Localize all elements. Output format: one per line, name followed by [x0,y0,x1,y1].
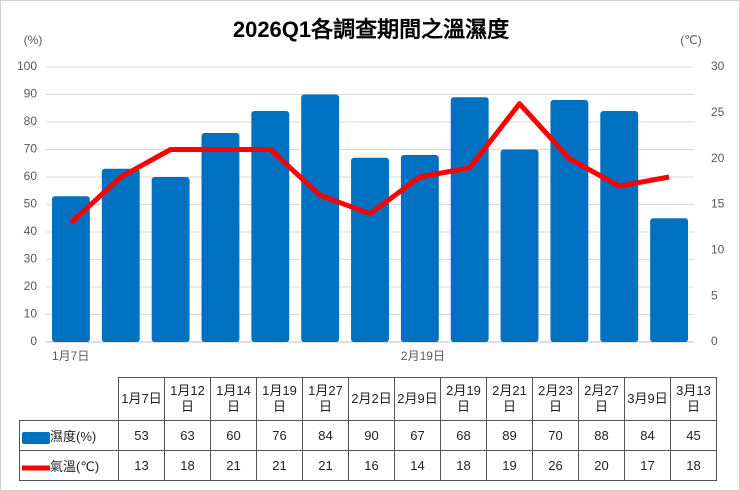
table-value: 45 [670,420,717,451]
y-tick-label: 70 [24,142,38,156]
table-value: 90 [348,420,395,451]
table-value: 76 [256,420,303,451]
y-tick-label: 80 [24,114,38,128]
table-value: 18 [440,450,487,481]
y2-tick-label: 5 [711,288,718,302]
table-value: 84 [624,420,671,451]
table-value: 67 [394,420,441,451]
table-row: 濕度(%) 53 63 60 76 84 90 67 68 89 70 88 84 45 [19,420,717,451]
table-category: 2月9日 [394,377,441,421]
table-category: 3月9日 [624,377,671,421]
table-value: 63 [164,420,211,451]
y-tick-label: 20 [24,279,38,293]
legend-key [22,431,50,444]
table-category: 1月12日 [164,377,211,421]
y-tick-label: 100 [17,59,37,73]
y-tick-label: 40 [24,224,38,238]
table-category: 1月19日 [256,377,303,421]
table-category: 2月19日 [440,377,487,421]
table-value: 88 [578,420,625,451]
y-tick-label: 60 [24,169,38,183]
table-value: 89 [486,420,533,451]
table-value: 18 [164,450,211,481]
table-value: 14 [394,450,441,481]
line [69,101,670,225]
x-tick-label: 2月19日 [401,349,445,363]
y-tick-label: 10 [24,307,38,321]
y2-axis-label: (℃) [680,33,701,47]
chart-title: 2026Q1各調查期間之溫濕度 [233,17,510,42]
table-row: 氣溫(℃) 13 18 21 21 21 16 14 18 19 26 20 17 18 [19,450,717,481]
table-value: 16 [348,450,395,481]
table-series-name: 濕度(%) [19,420,119,451]
table-header-row: 1月7日 1月12日 1月14日 1月19日 1月27日 2月2日 2月9日 2月19日 2月2… [20,377,717,421]
legend-swatch [22,431,50,444]
table-category: 1月7日 [118,377,165,421]
y2-tick-label: 30 [711,59,725,73]
table-category: 3月13日 [670,377,717,421]
y2-tick-label: 20 [711,151,725,165]
y-tick-label: 30 [24,252,38,266]
legend-label: 濕度(%) [50,429,97,444]
bar [51,196,90,342]
chart: 2026Q1各調查期間之溫濕度 (%) (℃) 0102030405060708… [17,17,725,363]
table-category: 2月2日 [348,377,395,421]
table-value: 60 [210,420,257,451]
bar [400,155,439,342]
bar [450,97,489,342]
y2-tick-label: 10 [711,243,725,257]
bar [600,111,639,342]
table-category: 1月27日 [302,377,349,421]
table-category: 1月14日 [210,377,257,421]
table-value: 68 [440,420,487,451]
table-category: 2月21日 [486,377,533,421]
table-category: 2月27日 [578,377,625,421]
legend-key [22,465,50,471]
table-value: 13 [118,450,165,481]
table-value: 70 [532,420,579,451]
table-value: 84 [302,420,349,451]
y-tick-label: 0 [30,334,37,348]
bar [351,157,389,342]
y-axis-label: (%) [24,33,43,47]
bar [301,94,340,342]
table-value: 26 [532,450,579,481]
bar [500,149,539,342]
table-category: 2月23日 [532,377,579,421]
data-table: 1月7日 1月12日 1月14日 1月19日 1月27日 2月2日 2月9日 2月19日 2月2… [19,377,717,481]
bar [650,218,689,342]
y-tick-label: 50 [24,197,38,211]
table-series-name: 氣溫(℃) [19,450,119,481]
table-value: 17 [624,450,671,481]
y-tick-label: 90 [24,87,38,101]
table-value: 20 [578,450,625,481]
bar [151,177,190,342]
table-value: 21 [302,450,349,481]
legend-label: 氣溫(℃) [50,459,100,474]
y2-tick-label: 25 [711,105,725,119]
y2-tick-label: 15 [711,197,725,211]
x-tick-label: 1月7日 [52,349,89,363]
table-value: 21 [256,450,303,481]
table-value: 19 [486,450,533,481]
table-value: 21 [210,450,257,481]
bar [550,100,589,342]
bar [101,168,140,342]
bar [201,133,240,342]
table-value: 53 [118,420,165,451]
table-value: 18 [670,450,717,481]
bar [251,111,290,342]
y2-tick-label: 0 [711,334,718,348]
table-corner [20,378,119,421]
